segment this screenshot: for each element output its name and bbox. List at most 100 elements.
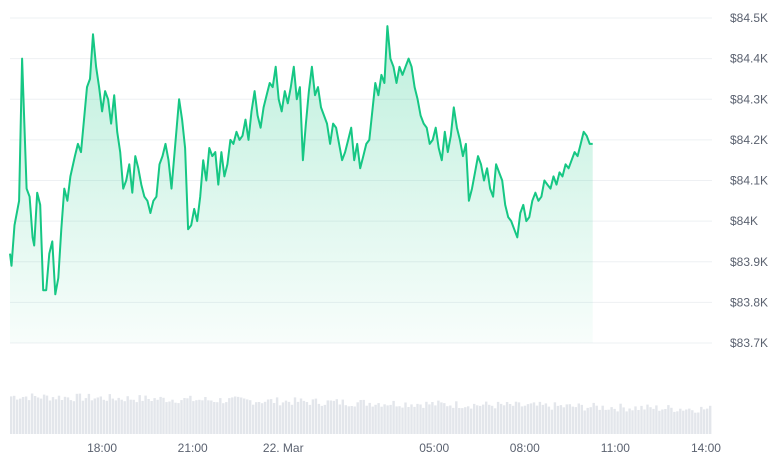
volume-bar xyxy=(275,397,279,434)
volume-bar xyxy=(476,405,479,434)
volume-bar xyxy=(670,407,673,434)
volume-bar xyxy=(350,406,353,434)
volume-bar xyxy=(320,405,324,434)
volume-bar xyxy=(353,406,356,434)
volume-bar xyxy=(81,400,85,434)
volume-bar xyxy=(204,397,207,434)
volume-bar xyxy=(461,408,464,434)
volume-bar xyxy=(329,400,332,434)
volume-bar xyxy=(505,402,509,434)
volume-bar xyxy=(616,411,619,434)
volume-bar xyxy=(30,393,34,434)
volume-bar xyxy=(153,398,156,434)
volume-bar xyxy=(216,402,219,434)
volume-bar xyxy=(673,411,676,434)
volume-bar xyxy=(520,406,524,434)
volume-bar xyxy=(485,401,488,434)
volume-bar xyxy=(706,408,709,434)
volume-bar xyxy=(105,400,108,434)
volume-bar xyxy=(556,405,560,434)
y-tick-label: $84.3K xyxy=(730,92,768,106)
volume-bar xyxy=(269,399,273,434)
volume-bar xyxy=(347,406,350,434)
volume-bar xyxy=(580,404,583,434)
volume-bar xyxy=(703,409,706,434)
volume-bar xyxy=(311,399,315,434)
volume-bar xyxy=(222,403,225,434)
volume-bar xyxy=(664,409,667,434)
volume-bar xyxy=(317,403,321,434)
volume-bar xyxy=(260,403,264,434)
volume-bar xyxy=(54,399,58,434)
volume-bar xyxy=(649,407,652,434)
volume-bar xyxy=(19,398,22,434)
volume-bar xyxy=(246,399,249,434)
volume-bar xyxy=(398,406,401,434)
volume-bar xyxy=(389,404,392,434)
volume-bar xyxy=(589,407,592,434)
volume-bar xyxy=(120,399,123,434)
volume-bar xyxy=(290,404,294,434)
volume-bar xyxy=(526,404,530,434)
volume-bar xyxy=(479,405,482,434)
volume-bar xyxy=(404,402,407,434)
volume-bar xyxy=(198,399,201,434)
volume-bar xyxy=(592,402,595,434)
volume-bar xyxy=(210,400,213,434)
volume-bar xyxy=(416,403,419,434)
price-line xyxy=(9,25,593,296)
volume-bar xyxy=(278,405,282,434)
volume-bar xyxy=(655,405,658,434)
volume-bar xyxy=(13,395,16,434)
volume-bar xyxy=(45,395,49,434)
volume-bar xyxy=(123,401,126,434)
volume-bar xyxy=(66,397,70,434)
x-tick-label: 22. Mar xyxy=(263,441,304,455)
volume-bar xyxy=(440,402,443,434)
volume-bar xyxy=(380,406,383,434)
volume-bar xyxy=(344,405,347,434)
volume-bar xyxy=(228,398,231,434)
volume-bar xyxy=(293,397,297,434)
volume-bar xyxy=(21,397,25,434)
volume-bar xyxy=(679,408,682,434)
volume-bar xyxy=(281,402,285,434)
volume-bar xyxy=(252,404,255,434)
volume-bar xyxy=(446,406,449,434)
volume-bar xyxy=(302,400,306,434)
volume-bar xyxy=(601,405,604,434)
volume-bar xyxy=(490,405,494,434)
volume-bar xyxy=(365,405,368,434)
y-tick-label: $83.7K xyxy=(730,336,768,350)
volume-bar xyxy=(368,402,371,434)
volume-bar xyxy=(78,393,82,434)
volume-bar xyxy=(162,397,165,434)
volume-bar xyxy=(33,396,37,434)
volume-bar xyxy=(383,404,386,434)
volume-bar xyxy=(102,399,105,434)
volume-bar xyxy=(219,398,222,434)
volume-bar xyxy=(607,409,610,434)
volume-bar xyxy=(150,401,153,434)
volume-bar xyxy=(111,398,114,434)
volume-bar xyxy=(362,399,365,434)
volume-bar xyxy=(284,400,288,434)
volume-bar xyxy=(401,407,404,434)
volume-bar xyxy=(428,404,431,434)
volume-bar xyxy=(640,405,643,434)
volume-bar xyxy=(493,408,497,434)
volume-bar xyxy=(395,406,398,434)
volume-bar xyxy=(180,400,183,434)
volume-bar xyxy=(240,397,243,434)
volume-bar xyxy=(341,399,344,434)
volume-bar xyxy=(126,396,129,434)
x-tick-label: 11:00 xyxy=(601,441,630,455)
volume-bar xyxy=(84,398,88,434)
volume-bar xyxy=(117,397,120,434)
volume-bar xyxy=(225,402,228,434)
volume-bar xyxy=(183,398,186,434)
volume-bar xyxy=(625,411,628,434)
volume-bar xyxy=(652,408,655,434)
volume-bar xyxy=(455,401,458,434)
